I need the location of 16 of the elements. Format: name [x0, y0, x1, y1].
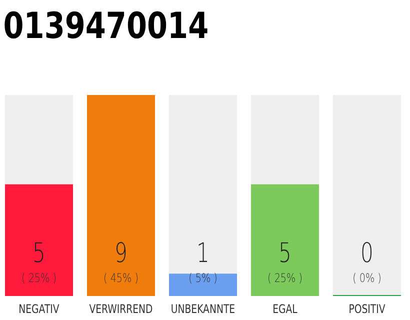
annotation: ( 5% ) — [188, 270, 218, 286]
x-tick-label: EGAL — [272, 302, 298, 316]
x-tick-label: POSITIV — [348, 302, 386, 316]
annotation: ( 0% ) — [352, 270, 382, 286]
data-label: 1 — [196, 237, 210, 269]
x-tick-label: VERWIRREND — [89, 302, 153, 316]
annotation: ( 25% ) — [268, 270, 302, 286]
annotation: ( 25% ) — [22, 270, 56, 286]
data-label: 0 — [360, 237, 374, 269]
data-label: 5 — [278, 237, 292, 269]
data-label: 9 — [114, 237, 128, 269]
annotation: ( 45% ) — [104, 270, 138, 286]
chart-title: 0139470014 — [3, 4, 209, 47]
x-tick-label: NEGATIV — [18, 302, 60, 316]
x-tick-label: UNBEKANNTE — [170, 302, 236, 316]
data-label: 5 — [32, 237, 46, 269]
